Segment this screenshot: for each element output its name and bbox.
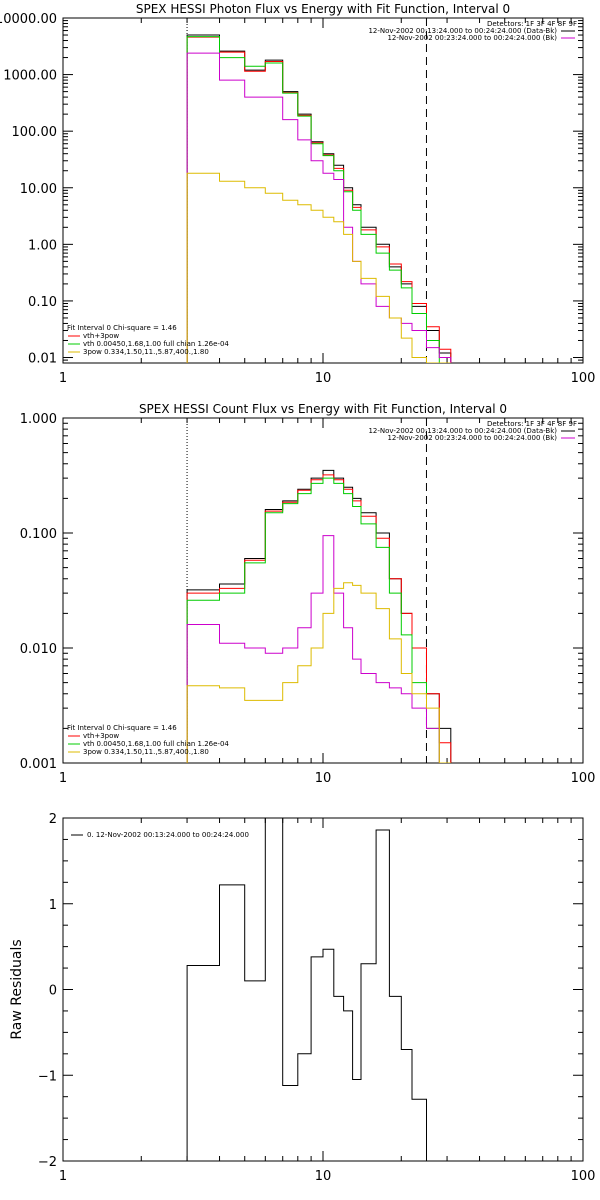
series-line-5 bbox=[186, 582, 451, 763]
series-group bbox=[186, 818, 427, 1161]
header-line-3: 12-Nov-2002 00:23:24.000 to 00:24:24.000… bbox=[387, 434, 557, 442]
x-tick-label: 1 bbox=[59, 1169, 67, 1184]
series-line-2 bbox=[186, 36, 452, 363]
series-group bbox=[186, 34, 452, 363]
x-tick-label: 1 bbox=[59, 371, 67, 386]
legend-label: vth+3pow bbox=[83, 732, 119, 740]
chart-3: 1 10 100 −2 −1 0 1 2 Raw Residuals 0. 12-Nov-2002… bbox=[9, 812, 595, 1184]
series-line-5 bbox=[186, 172, 451, 363]
y-tick-label: 10000.00 bbox=[0, 12, 57, 27]
chart-title: SPEX HESSI Count Flux vs Energy with Fit… bbox=[139, 402, 507, 416]
y-tick-label: 1.00 bbox=[28, 238, 57, 253]
y-tick-label: 10.00 bbox=[20, 182, 57, 197]
legend-label: vth 0.00450,1.68,1.00 full chian 1.26e-0… bbox=[83, 340, 229, 348]
y-tick-label: 1 bbox=[49, 898, 57, 913]
y-axis-label: Raw Residuals bbox=[9, 939, 25, 1039]
y-tick-label: 100.00 bbox=[12, 125, 58, 140]
chart-2: SPEX HESSI Count Flux vs Energy with Fit… bbox=[20, 402, 596, 786]
legend-label: 3pow 0.334,1.50,11.,5.87,400.,1.80 bbox=[83, 748, 209, 756]
legend-label: vth+3pow bbox=[83, 332, 119, 340]
plot-frame bbox=[62, 817, 584, 1162]
y-tick-label: 1000.00 bbox=[3, 69, 57, 84]
legend-label: 3pow 0.334,1.50,11.,5.87,400.,1.80 bbox=[83, 348, 209, 356]
y-tick-label: 0.010 bbox=[20, 642, 57, 657]
series-line-4 bbox=[186, 535, 451, 763]
header-line-1: Detectors: 1F 3F 4F 8F 9F bbox=[487, 20, 577, 28]
y-tick-label: 2 bbox=[49, 812, 57, 827]
chart-title: SPEX HESSI Photon Flux vs Energy with Fi… bbox=[136, 2, 510, 16]
legend-label: vth 0.00450,1.68,1.00 full chian 1.26e-0… bbox=[83, 740, 229, 748]
x-tick-label: 10 bbox=[315, 371, 332, 386]
y-tick-label: 0.01 bbox=[28, 352, 57, 367]
y-tick-label: 0.100 bbox=[20, 527, 57, 542]
y-tick-label: 0 bbox=[49, 984, 57, 999]
legend-label: 0. 12-Nov-2002 00:13:24.000 to 00:24:24.… bbox=[87, 831, 249, 839]
x-tick-label: 10 bbox=[315, 1169, 332, 1184]
y-tick-label: 0.001 bbox=[20, 757, 57, 772]
x-tick-label: 100 bbox=[571, 1169, 596, 1184]
series-line-1 bbox=[186, 34, 452, 363]
fit-info: Fit Interval 0 Chi-square = 1.46 bbox=[67, 324, 177, 332]
series-line-3 bbox=[186, 477, 451, 763]
series-line-1 bbox=[186, 818, 427, 1161]
y-tick-label: −1 bbox=[38, 1069, 57, 1084]
header-line-1: Detectors: 1F 3F 4F 8F 9F bbox=[487, 420, 577, 428]
x-tick-label: 10 bbox=[315, 771, 332, 786]
plot-frame bbox=[62, 17, 584, 364]
x-tick-label: 100 bbox=[571, 771, 596, 786]
y-tick-label: −2 bbox=[38, 1155, 57, 1170]
header-line-2: 12-Nov-2002 00:13:24.000 to 00:24:24.000… bbox=[368, 427, 557, 435]
header-line-2: 12-Nov-2002 00:13:24.000 to 00:24:24.000… bbox=[368, 27, 557, 35]
fit-info: Fit Interval 0 Chi-square = 1.46 bbox=[67, 724, 177, 732]
series-line-4 bbox=[186, 52, 452, 363]
series-line-3 bbox=[186, 36, 451, 363]
y-tick-label: 0.10 bbox=[28, 295, 57, 310]
y-tick-label: 1.000 bbox=[20, 412, 57, 427]
x-tick-label: 100 bbox=[571, 371, 596, 386]
series-line-2 bbox=[186, 474, 452, 763]
series-line-1 bbox=[186, 469, 452, 763]
x-tick-label: 1 bbox=[59, 771, 67, 786]
header-line-3: 12-Nov-2002 00:23:24.000 to 00:24:24.000… bbox=[387, 34, 557, 42]
chart-1: SPEX HESSI Photon Flux vs Energy with Fi… bbox=[0, 2, 595, 386]
series-group bbox=[186, 469, 452, 763]
